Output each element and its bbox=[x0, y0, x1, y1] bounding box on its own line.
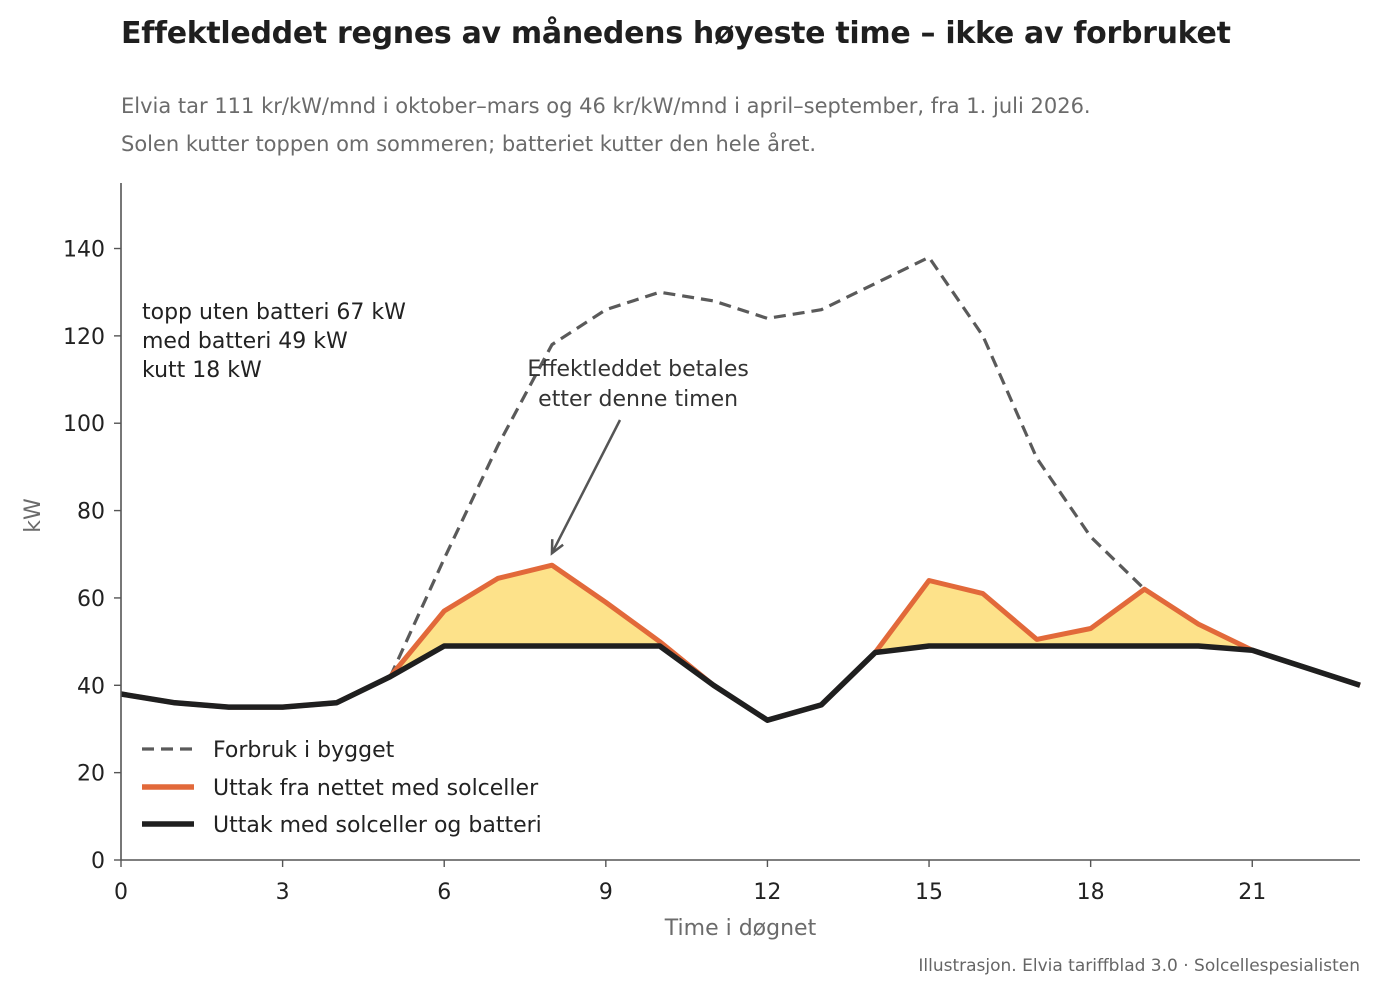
x-tick-label: 15 bbox=[915, 880, 943, 905]
info-text-line: med batteri 49 kW bbox=[142, 329, 348, 354]
axes: 0 20 40 60 80 100 120 140 0 3 6 9 12 15 18 21 Time i døg… bbox=[21, 183, 1360, 941]
y-tick-label: 40 bbox=[77, 674, 105, 699]
source-note: Illustrasjon. Elvia tariffblad 3.0 · Sol… bbox=[918, 956, 1360, 976]
chart-title: Effektleddet regnes av månedens høyeste … bbox=[121, 16, 1231, 51]
x-tick-label: 3 bbox=[276, 880, 290, 905]
annotation-text-line: Effektleddet betales bbox=[527, 357, 748, 382]
annotation: topp uten batteri 67 kW med batteri 49 kW… bbox=[142, 300, 749, 556]
info-text-line: topp uten batteri 67 kW bbox=[142, 300, 406, 325]
legend-entry-grid-solar-label: Uttak fra nettet med solceller bbox=[213, 776, 539, 801]
series-layer bbox=[120, 255, 1361, 723]
y-tick-label: 80 bbox=[77, 500, 105, 525]
x-tick-label: 12 bbox=[753, 880, 781, 905]
annotation-text-line: etter denne timen bbox=[538, 387, 738, 412]
x-tick-label: 18 bbox=[1077, 880, 1105, 905]
series-line-battery bbox=[120, 643, 1361, 723]
legend-entry-consumption-label: Forbruk i bygget bbox=[213, 738, 395, 763]
y-tick-label: 140 bbox=[63, 238, 105, 263]
y-tick-label: 120 bbox=[63, 325, 105, 350]
y-axis-label: kW bbox=[21, 498, 46, 533]
x-tick-label: 0 bbox=[114, 880, 128, 905]
y-tick-label: 20 bbox=[77, 762, 105, 787]
legend: Forbruk i bygget Uttak fra nettet med sol… bbox=[142, 738, 542, 838]
x-tick-label: 6 bbox=[437, 880, 451, 905]
legend-entry-battery-label: Uttak med solceller og batteri bbox=[213, 813, 542, 838]
x-axis-label: Time i døgnet bbox=[664, 916, 817, 941]
annotation-arrow-head bbox=[550, 539, 564, 556]
subtitle-line-1: Elvia tar 111 kr/kW/mnd i oktober–mars o… bbox=[121, 94, 1091, 118]
subtitle-line-2: Solen kutter toppen om sommeren; batteri… bbox=[121, 132, 817, 156]
y-tick-label: 0 bbox=[91, 849, 105, 874]
area-battery-reduction bbox=[121, 565, 1360, 721]
x-tick-label: 9 bbox=[599, 880, 613, 905]
y-tick-label: 60 bbox=[77, 587, 105, 612]
info-text-line: kutt 18 kW bbox=[142, 358, 262, 383]
peak-reduction-fill bbox=[121, 565, 1360, 721]
y-tick-label: 100 bbox=[63, 412, 105, 437]
annotation-arrow-shaft bbox=[550, 419, 622, 554]
x-tick-label: 21 bbox=[1238, 880, 1266, 905]
